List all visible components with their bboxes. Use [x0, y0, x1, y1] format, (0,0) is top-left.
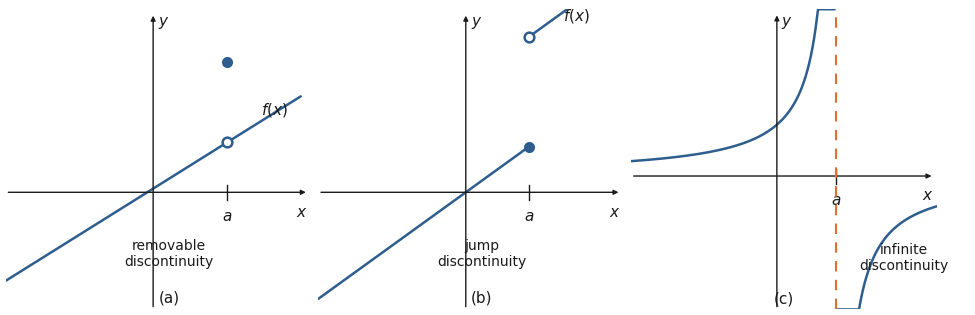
Text: $y$: $y$ — [781, 14, 793, 31]
Text: $y$: $y$ — [471, 15, 483, 31]
Text: $a$: $a$ — [831, 192, 841, 208]
Text: $x$: $x$ — [608, 205, 620, 220]
Text: (b): (b) — [471, 291, 492, 306]
Text: $f(x)$: $f(x)$ — [564, 7, 590, 25]
Text: $f(x)$: $f(x)$ — [261, 101, 289, 119]
Text: $x$: $x$ — [296, 205, 307, 220]
Text: $y$: $y$ — [158, 15, 170, 31]
Text: $a$: $a$ — [524, 209, 534, 224]
Text: (c): (c) — [773, 291, 794, 306]
Text: jump
discontinuity: jump discontinuity — [437, 239, 526, 269]
Text: $x$: $x$ — [921, 188, 933, 203]
Text: infinite
discontinuity: infinite discontinuity — [859, 243, 949, 273]
Text: (a): (a) — [158, 291, 179, 306]
Text: removable
discontinuity: removable discontinuity — [125, 239, 214, 269]
Text: $a$: $a$ — [221, 209, 232, 224]
